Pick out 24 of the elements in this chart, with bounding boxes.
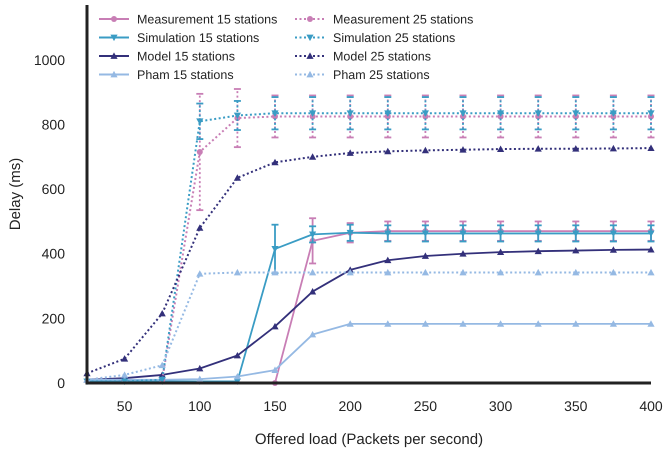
y-tick-label: 0 — [57, 374, 66, 391]
y-tick-label: 1000 — [34, 52, 66, 68]
legend-label: Pham 25 stations — [333, 68, 430, 82]
x-tick-label: 200 — [338, 398, 362, 414]
x-tick-label: 300 — [488, 398, 512, 414]
x-tick-label: 350 — [564, 398, 588, 414]
legend-label: Model 15 stations — [137, 49, 235, 64]
x-tick-label: 150 — [263, 398, 287, 414]
legend-label: Simulation 25 stations — [333, 30, 456, 45]
x-tick-label: 100 — [188, 398, 212, 414]
legend-label: Simulation 15 stations — [137, 30, 260, 45]
y-tick-label: 400 — [42, 246, 66, 262]
y-tick-label: 800 — [42, 116, 66, 132]
x-axis-title: Offered load (Packets per second) — [254, 431, 484, 448]
legend-label: Measurement 25 stations — [333, 12, 474, 26]
x-tick-label: 50 — [116, 398, 133, 414]
legend-label: Pham 15 stations — [137, 68, 234, 82]
legend-label: Measurement 15 stations — [137, 12, 278, 26]
y-axis-title: Delay (ms) — [7, 158, 24, 230]
y-tick-label: 600 — [42, 181, 66, 198]
legend-label: Model 25 stations — [333, 49, 431, 64]
y-tick-label: 200 — [42, 310, 66, 326]
x-tick-label: 400 — [639, 398, 663, 414]
x-tick-label: 250 — [414, 398, 438, 414]
